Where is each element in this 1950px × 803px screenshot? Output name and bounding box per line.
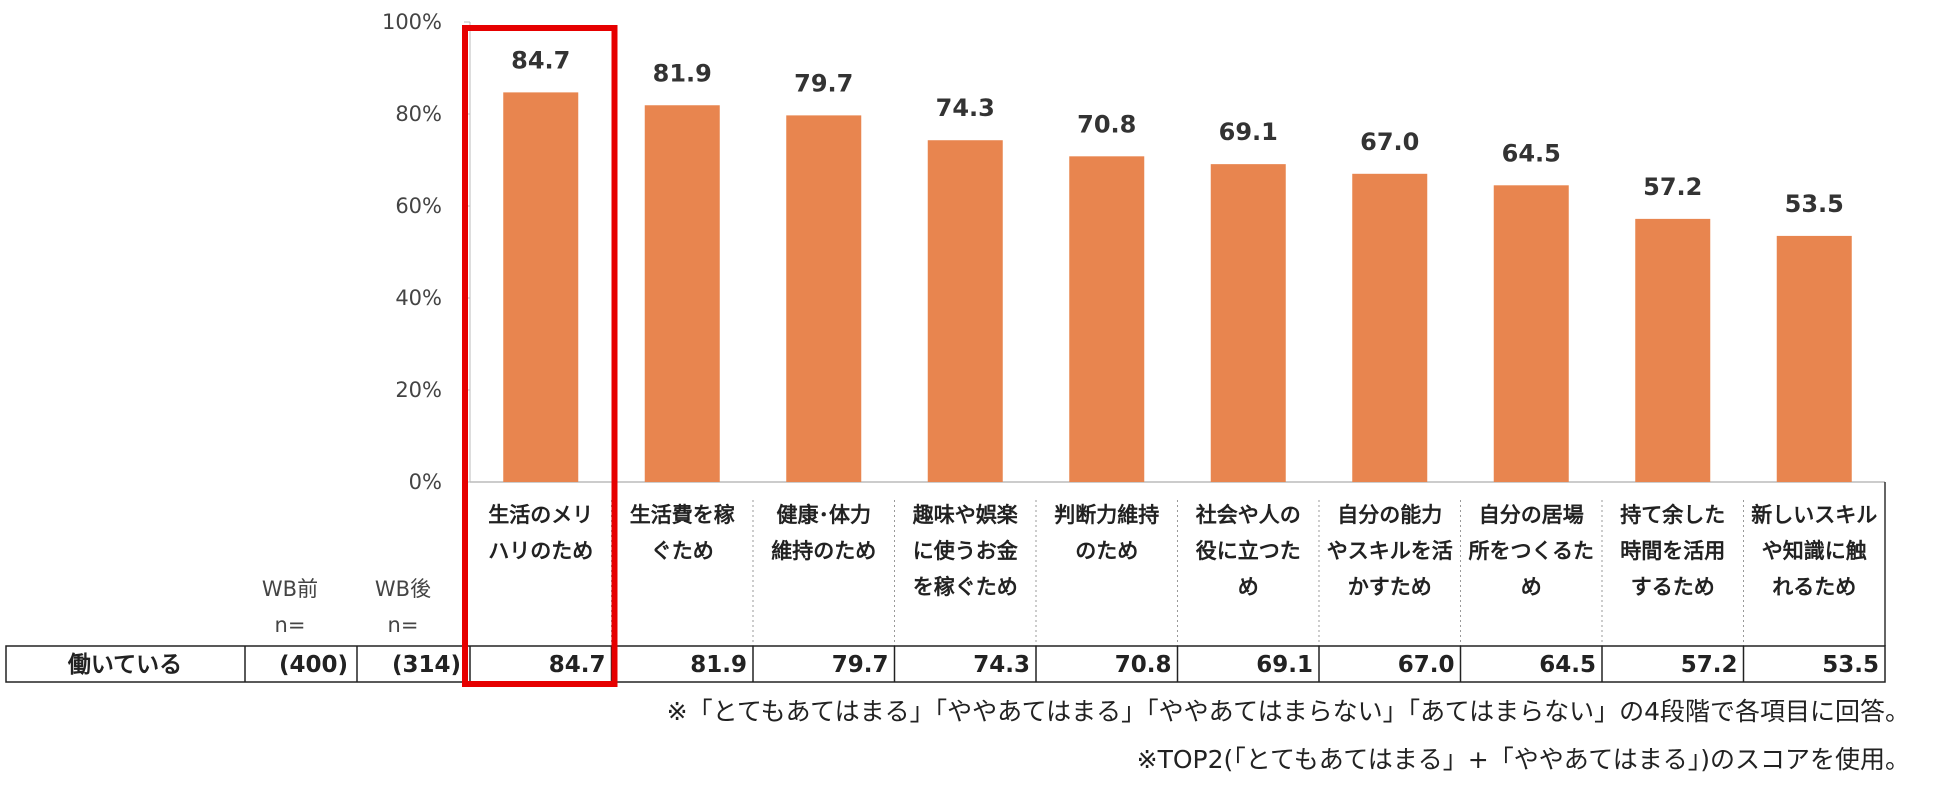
table-value-cell: 70.8 — [1115, 652, 1172, 678]
category-label: 新しいスキルや知識に触れるため — [1751, 503, 1877, 599]
bar — [1069, 156, 1145, 482]
bar-value-label: 67.0 — [1360, 128, 1419, 156]
bar-value-label: 74.3 — [936, 94, 995, 122]
category-label: 持て余した時間を活用するため — [1620, 503, 1725, 599]
y-tick-label: 20% — [395, 378, 442, 402]
bar-value-label: 53.5 — [1785, 190, 1844, 218]
table-row-border — [5, 645, 1886, 683]
category-label-line: するため — [1631, 575, 1715, 599]
bar — [1776, 235, 1852, 482]
category-label-line: 判断力維持 — [1054, 503, 1159, 527]
header-wb-before: n= — [275, 613, 306, 637]
category-label-line: 役に立つた — [1196, 539, 1301, 563]
category-label-line: やスキルを活 — [1327, 539, 1453, 563]
bar — [1635, 218, 1711, 482]
category-label-line: ぐため — [651, 539, 714, 563]
n-before: (400) — [279, 652, 348, 678]
bar-value-label: 69.1 — [1219, 118, 1278, 146]
header-wb-after: WB後 — [375, 577, 431, 601]
header-wb-after: n= — [388, 613, 419, 637]
category-label-line: かすため — [1348, 575, 1432, 599]
row-label: 働いている — [67, 652, 182, 678]
header-wb-before: WB前 — [262, 577, 318, 601]
bar — [503, 92, 579, 482]
bar-value-label: 81.9 — [653, 59, 712, 87]
category-label: 社会や人の役に立つため — [1195, 503, 1301, 599]
category-label: 自分の能力やスキルを活かすため — [1327, 503, 1453, 599]
bar — [927, 140, 1003, 482]
bar — [1493, 185, 1569, 483]
category-label-line: め — [1521, 575, 1542, 599]
bar — [1352, 173, 1428, 483]
category-label-line: のため — [1075, 539, 1138, 563]
y-tick-label: 40% — [395, 286, 442, 310]
y-tick-label: 60% — [395, 194, 442, 218]
note-2: ※TOP2(「とてもあてはまる」+「ややあてはまる」)のスコアを使用。 — [1136, 745, 1910, 774]
bar-value-label: 84.7 — [511, 46, 570, 74]
category-label-line: 趣味や娯楽 — [912, 503, 1019, 527]
category-label-line: 新しいスキル — [1751, 503, 1877, 527]
category-label-line: 自分の能力 — [1337, 503, 1442, 527]
category-label: 健康･体力維持のため — [771, 503, 876, 563]
table-value-cell: 79.7 — [832, 652, 889, 678]
bar — [1210, 164, 1286, 482]
category-label: 自分の居場所をつくるため — [1468, 503, 1594, 599]
bar-value-label: 64.5 — [1502, 139, 1561, 167]
category-label-line: 生活のメリ — [488, 503, 593, 527]
category-label: 判断力維持のため — [1054, 503, 1159, 563]
table-value-cell: 84.7 — [549, 652, 606, 678]
table-value-cell: 64.5 — [1539, 652, 1596, 678]
bar-chart: 0% 20% 40% 60% 80% 100% 84.7 81.9 79.7 74.3 70.8 6… — [5, 10, 1886, 687]
table-value-cell: 53.5 — [1822, 652, 1879, 678]
bar-value-label: 57.2 — [1643, 173, 1702, 201]
category-label-line: 健康･体力 — [777, 503, 872, 527]
category-label-line: 社会や人の — [1195, 503, 1301, 527]
category-label-line: れるため — [1772, 575, 1856, 599]
category-label: 趣味や娯楽に使うお金を稼ぐため — [912, 503, 1019, 599]
category-label-line: 所をつくるた — [1468, 539, 1594, 563]
bar-value-label: 79.7 — [794, 69, 853, 97]
category-label: 生活費を稼ぐため — [630, 503, 735, 563]
table-value-cell: 69.1 — [1256, 652, 1313, 678]
data-table: 生活のメリハリのため生活費を稼ぐため健康･体力維持のため趣味や娯楽に使うお金を稼… — [5, 482, 1886, 683]
highlight-rect — [462, 25, 618, 687]
table-value-cell: 81.9 — [690, 652, 747, 678]
note-1: ※「とてもあてはまる」「ややあてはまる」「ややあてはまらない」「あてはまらない」… — [666, 697, 1910, 726]
category-label-line: 持て余した — [1620, 503, 1725, 527]
table-value-cell: 74.3 — [973, 652, 1030, 678]
category-label-line: ハリのため — [488, 539, 593, 563]
bars: 84.7 81.9 79.7 74.3 70.8 69.1 67.0 64.5 57.2 53.5 — [503, 46, 1852, 483]
bar — [786, 115, 862, 482]
category-label-line: に使うお金 — [913, 539, 1019, 563]
bar-value-label: 70.8 — [1077, 110, 1136, 138]
category-label-line: を稼ぐため — [913, 575, 1018, 599]
category-label-line: 自分の居場 — [1479, 503, 1584, 527]
category-label-line: 維持のため — [771, 539, 876, 563]
category-label-line: 時間を活用 — [1620, 539, 1725, 563]
category-label-line: め — [1238, 575, 1259, 599]
y-tick-label: 100% — [382, 10, 442, 34]
n-after: (314) — [392, 652, 461, 678]
table-value-cell: 57.2 — [1681, 652, 1738, 678]
category-label: 生活のメリハリのため — [488, 503, 593, 563]
category-label-line: 生活費を稼 — [630, 503, 735, 527]
y-tick-label: 0% — [409, 470, 442, 494]
table-value-cell: 67.0 — [1398, 652, 1455, 678]
highlight-box — [462, 25, 618, 687]
bar — [644, 105, 720, 482]
category-label-line: や知識に触 — [1762, 539, 1867, 563]
y-tick-label: 80% — [395, 102, 442, 126]
